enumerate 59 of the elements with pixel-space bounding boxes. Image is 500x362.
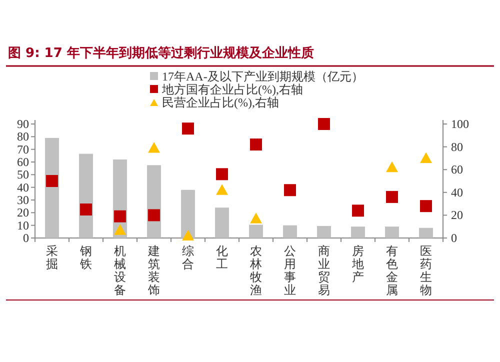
point — [148, 142, 160, 153]
y2-tick-label: 60 — [451, 162, 463, 177]
point — [182, 230, 194, 241]
y2-tick-label: 80 — [451, 140, 463, 154]
y2-tick-label: 40 — [451, 185, 463, 200]
point — [182, 122, 194, 135]
x-tick-label: 建筑装饰 — [147, 244, 160, 297]
y-tick-label: 60 — [17, 155, 29, 169]
x-tick-label: 综合 — [182, 244, 194, 271]
x-tick-label: 公用事业 — [284, 244, 296, 297]
bar — [419, 228, 433, 238]
point — [114, 224, 126, 235]
x-tick-label: 化工 — [216, 244, 228, 271]
y-tick-label: 90 — [17, 117, 29, 131]
bar — [317, 226, 331, 238]
y-tick-label: 0 — [23, 231, 29, 245]
point — [318, 118, 330, 130]
y2-tick-label: 100 — [451, 117, 469, 131]
x-tick-label: 机械设备 — [114, 244, 126, 297]
point — [250, 212, 262, 224]
bar — [249, 224, 263, 238]
legend-label: 地方国有企业占比(%),右轴 — [161, 82, 303, 96]
x-tick-label: 房地产 — [351, 244, 364, 284]
point — [352, 204, 364, 217]
x-tick-label: 农林牧渔 — [249, 244, 262, 297]
y-tick-label: 10 — [17, 218, 29, 232]
y-tick-label: 40 — [17, 180, 29, 194]
point — [284, 184, 296, 196]
point — [386, 161, 398, 172]
bar — [215, 208, 229, 238]
chart-title: 图 9: 17 年下半年到期低等过剩行业规模及企业性质 — [8, 45, 314, 61]
y-tick-label: 30 — [17, 193, 29, 207]
bar — [351, 226, 365, 238]
point — [148, 209, 160, 222]
x-tick-label: 医药生物 — [420, 244, 432, 297]
bar — [181, 190, 195, 238]
point — [420, 200, 432, 212]
point — [46, 175, 58, 187]
bar — [385, 226, 399, 238]
point — [386, 190, 398, 203]
point — [216, 184, 228, 195]
y2-tick-label: 0 — [451, 231, 457, 245]
legend-label: 17年AA-及以下产业到期规模（亿元） — [162, 70, 364, 84]
y-tick-label: 50 — [17, 168, 29, 182]
point — [80, 204, 92, 216]
point — [114, 210, 126, 222]
y-tick-label: 80 — [17, 130, 29, 144]
x-tick-label: 商业贸易 — [318, 244, 330, 297]
x-tick-label: 有色金属 — [386, 244, 398, 297]
y2-tick-label: 20 — [451, 208, 463, 222]
x-tick-label: 钢铁 — [79, 244, 92, 271]
point — [250, 138, 262, 151]
y-tick-label: 20 — [17, 206, 29, 220]
legend-label: 民营企业占比(%),右轴 — [162, 96, 279, 110]
point — [216, 168, 228, 180]
bar — [283, 225, 297, 238]
y-tick-label: 70 — [17, 142, 29, 156]
point — [420, 152, 432, 163]
x-tick-label: 采掘 — [46, 244, 58, 271]
